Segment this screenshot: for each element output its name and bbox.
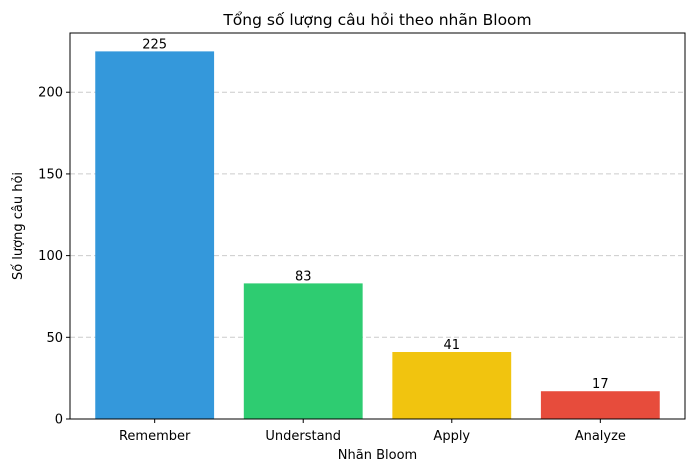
bar-analyze [540, 391, 660, 419]
plot-area-frame [69, 32, 686, 420]
bar-apply [392, 352, 512, 419]
y-tick-label: 200 [38, 86, 63, 101]
chart-title: Tổng số lượng câu hỏi theo nhãn Bloom [222, 11, 531, 29]
bar-value-label: 225 [142, 37, 167, 52]
bars [95, 51, 660, 419]
y-tick-label: 150 [38, 167, 63, 182]
y-tick-label: 50 [46, 331, 63, 346]
x-tick-label: Analyze [575, 429, 626, 444]
bar-value-label: 83 [295, 269, 312, 284]
bar-value-labels: 225 83 41 17 [142, 37, 608, 392]
x-tick-label: Remember [119, 429, 191, 444]
x-axis: Remember Understand Apply Analyze [119, 419, 626, 444]
x-tick-label: Understand [265, 429, 341, 444]
bar-remember [95, 51, 215, 419]
x-tick-label: Apply [433, 429, 470, 444]
bar-value-label: 17 [592, 377, 609, 392]
y-axis-label: Số lượng câu hỏi [11, 172, 26, 280]
y-tick-label: 0 [55, 413, 63, 428]
y-axis: 0 50 100 150 200 [38, 86, 70, 428]
x-axis-label: Nhãn Bloom [338, 448, 417, 463]
y-tick-label: 100 [38, 249, 63, 264]
bar-value-label: 41 [444, 338, 461, 353]
bar-understand [243, 283, 363, 419]
